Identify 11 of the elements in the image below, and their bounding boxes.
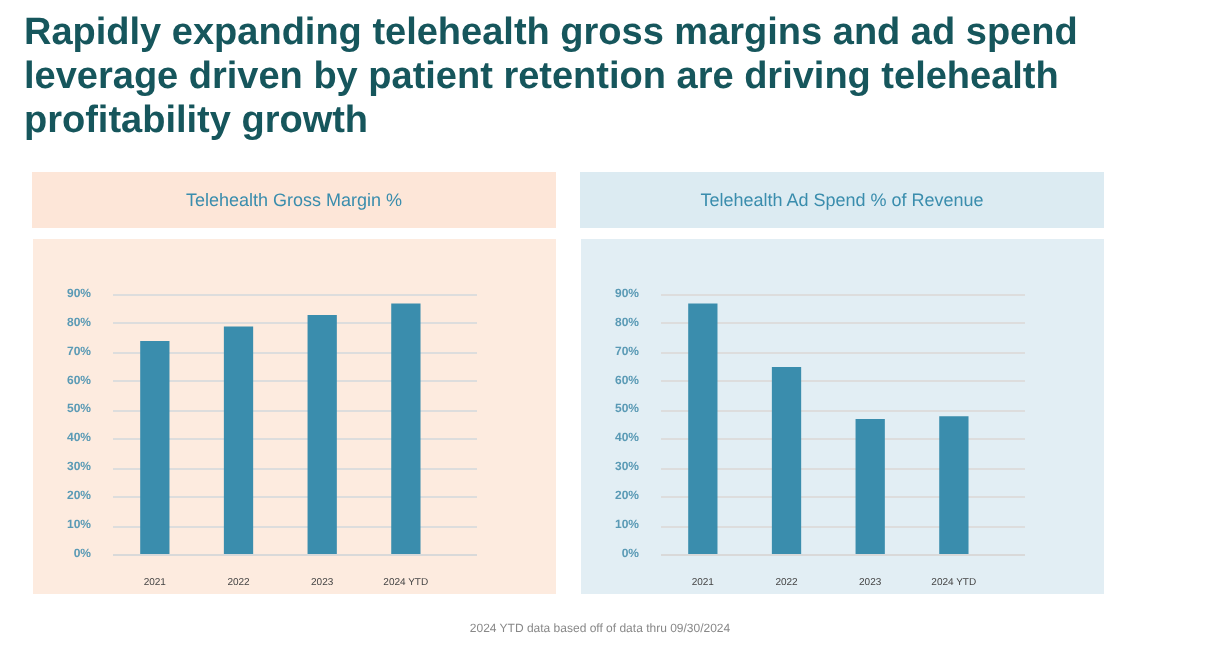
chart-title: Telehealth Gross Margin % [185, 188, 403, 214]
bar [223, 326, 254, 555]
text: Rapidly expanding telehealth gross margins and ad spend leverage driven by patient retention are driving telehealth profitability growth [24, 12, 1080, 144]
bar [140, 341, 170, 555]
bar [307, 315, 337, 555]
bar [688, 303, 718, 555]
bar [939, 416, 969, 555]
bar [771, 367, 802, 555]
bar [391, 303, 421, 555]
bar [855, 419, 885, 555]
chart-title: Telehealth Ad Spend % of Revenue [700, 188, 984, 214]
